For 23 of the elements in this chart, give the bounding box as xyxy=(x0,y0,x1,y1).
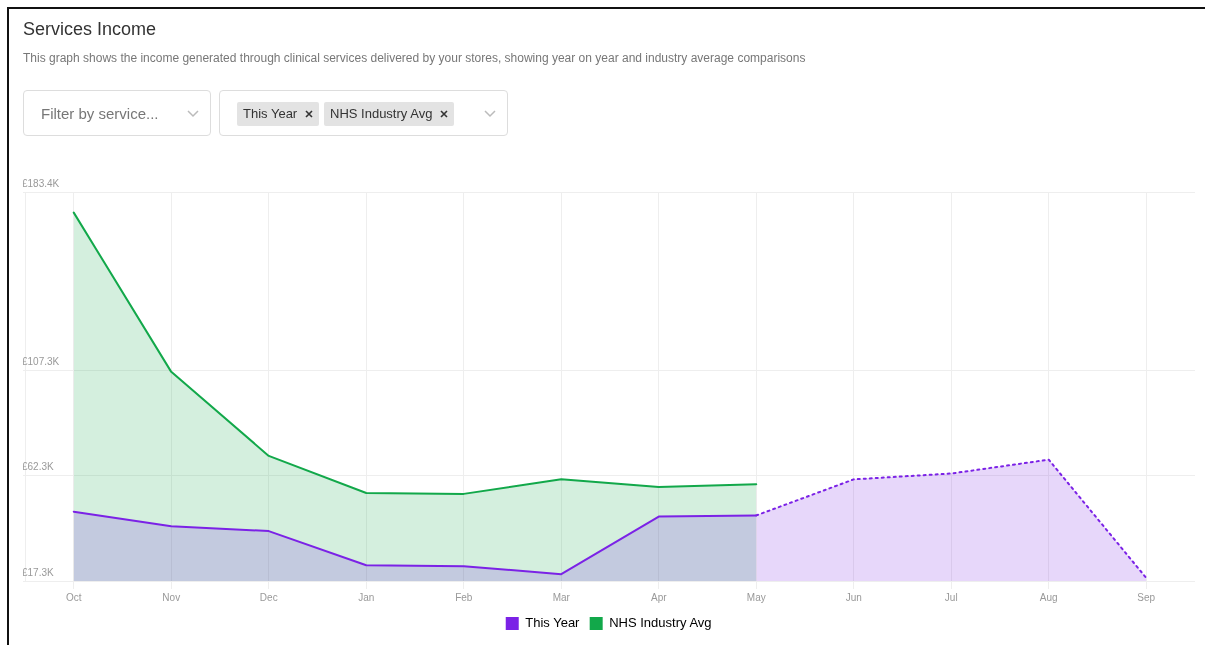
y-tick-label: £17.3K xyxy=(22,566,55,578)
x-tick-label: Jul xyxy=(944,591,958,603)
x-tick-label: Sep xyxy=(1137,591,1156,603)
x-tick-label: Aug xyxy=(1039,591,1058,603)
y-tick-label: £62.3K xyxy=(22,461,55,473)
text: NHS Industry Avg xyxy=(330,106,433,121)
x-tick-label: Dec xyxy=(259,591,278,603)
text: This Year xyxy=(243,106,298,121)
x-tick-label: Apr xyxy=(650,591,668,603)
x-tick-label: Nov xyxy=(162,591,181,603)
y-tick-label: £107.3K xyxy=(22,355,60,367)
x-tick-label: May xyxy=(746,591,766,603)
x-tick-label: Feb xyxy=(455,591,473,603)
x-tick-label: Oct xyxy=(65,591,82,603)
chart-title: Services Income xyxy=(23,19,157,40)
x-tick-label: Jun xyxy=(845,591,862,603)
x-tick-label: Jan xyxy=(358,591,375,603)
legend-label: NHS Industry Avg xyxy=(609,615,712,631)
chart-subtitle: This graph shows the income generated through clinical services delivered by your stores, showing year on year and industry average comparisons xyxy=(23,51,806,65)
text: Filter by service... xyxy=(41,105,159,122)
x-tick-label: Mar xyxy=(552,591,571,603)
y-tick-label: £183.4K xyxy=(22,177,60,189)
legend-label: This Year xyxy=(525,615,581,631)
